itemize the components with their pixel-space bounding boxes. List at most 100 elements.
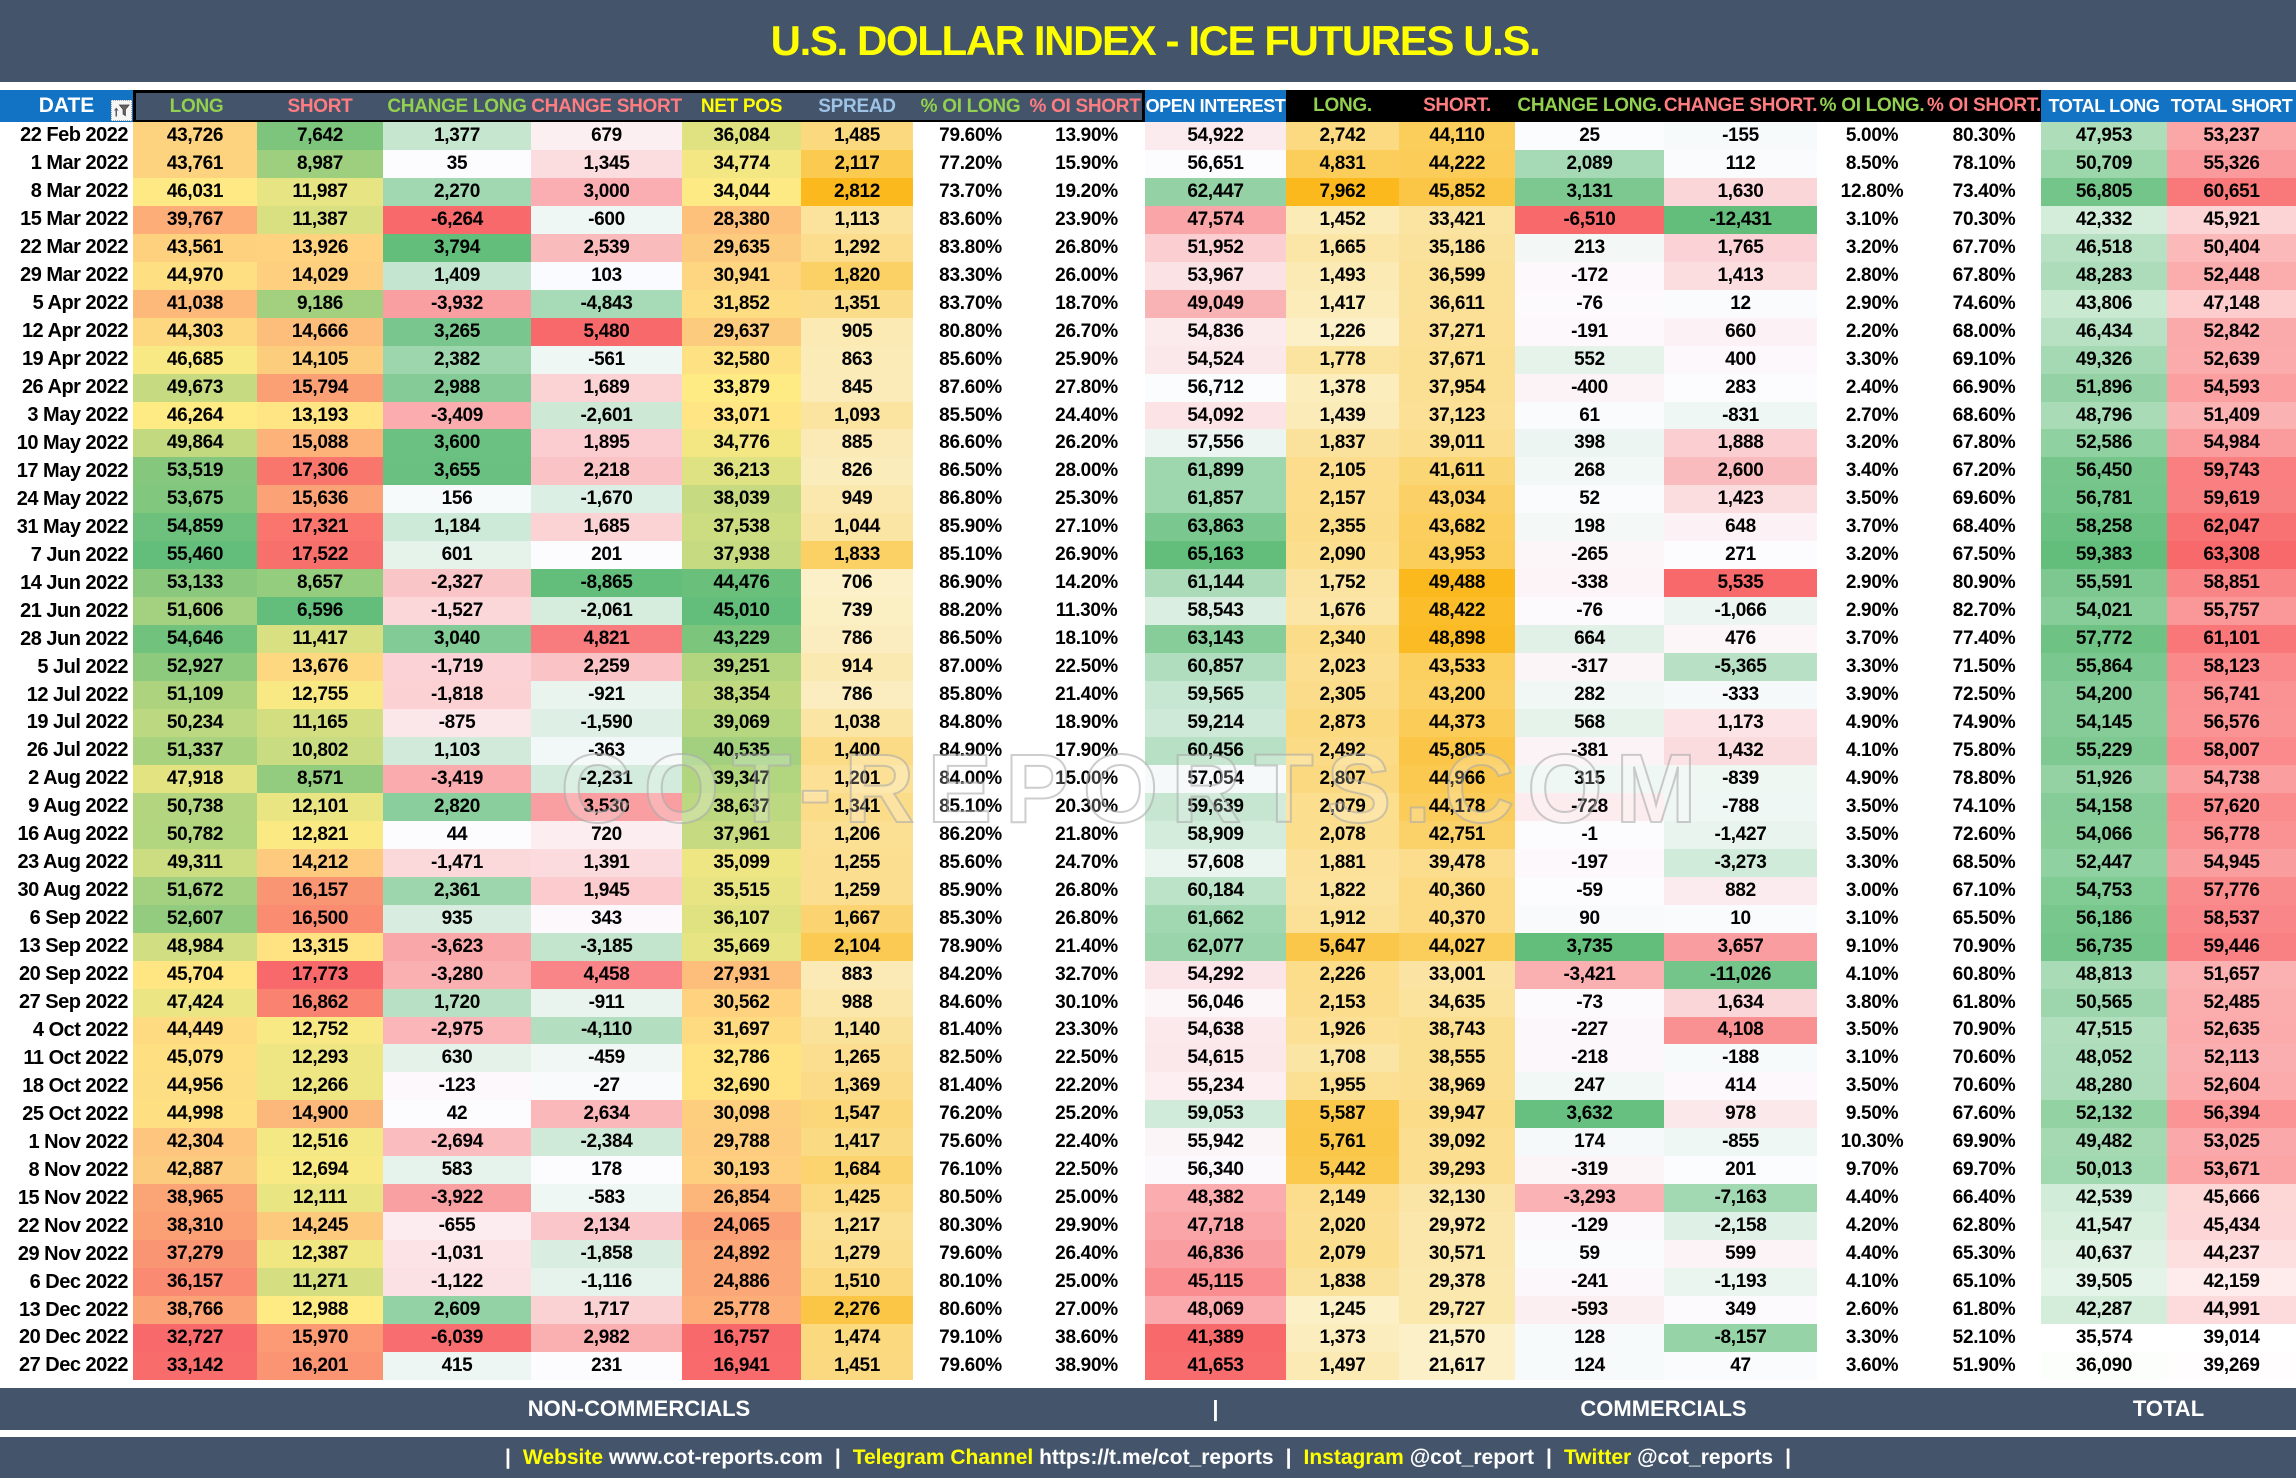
value-cell: 283: [1664, 373, 1817, 402]
value-cell: -317: [1515, 653, 1664, 682]
value-cell: -59: [1515, 876, 1664, 905]
value-cell: 4.20%: [1817, 1212, 1927, 1241]
value-cell: 41,611: [1399, 457, 1515, 486]
value-cell: 10.30%: [1817, 1128, 1927, 1157]
value-cell: 34,776: [682, 429, 801, 458]
value-cell: 56,712: [1145, 373, 1286, 402]
value-cell: 3.50%: [1817, 485, 1927, 514]
value-cell: 1,822: [1286, 876, 1399, 905]
value-cell: 2,104: [801, 932, 913, 961]
date-cell: 7 Jun 2022: [0, 541, 133, 570]
value-cell: 45,852: [1399, 177, 1515, 206]
value-cell: 1,685: [531, 513, 682, 542]
value-cell: 38.90%: [1028, 1351, 1145, 1380]
value-cell: 8,987: [257, 149, 383, 178]
value-cell: 39,014: [2167, 1323, 2296, 1352]
value-cell: 47,424: [133, 988, 257, 1017]
value-cell: -197: [1515, 848, 1664, 877]
value-cell: -2,327: [383, 569, 531, 598]
value-cell: 43,726: [133, 122, 257, 150]
footer-instagram-value: @cot_report: [1409, 1445, 1535, 1469]
value-cell: 1,279: [801, 1240, 913, 1269]
value-cell: 1,292: [801, 233, 913, 262]
value-cell: -4,843: [531, 289, 682, 318]
value-cell: 26.40%: [1028, 1240, 1145, 1269]
value-cell: 2,079: [1286, 792, 1399, 821]
column-header-label: SHORT.: [1423, 95, 1491, 116]
value-cell: 1,201: [801, 764, 913, 793]
value-cell: 2,873: [1286, 709, 1399, 737]
value-cell: -1: [1515, 820, 1664, 849]
value-cell: 26.20%: [1028, 429, 1145, 458]
value-cell: 37,938: [682, 541, 801, 570]
value-cell: 54,859: [133, 513, 257, 542]
value-cell: 4.90%: [1817, 764, 1927, 793]
value-cell: 3,655: [383, 457, 531, 486]
value-cell: -123: [383, 1072, 531, 1101]
value-cell: 35,515: [682, 876, 801, 905]
value-cell: 1,255: [801, 848, 913, 877]
value-cell: 40,370: [1399, 904, 1515, 933]
value-cell: 13,926: [257, 233, 383, 262]
value-cell: 679: [531, 122, 682, 150]
value-cell: 2,305: [1286, 681, 1399, 710]
value-cell: 30,941: [682, 261, 801, 290]
value-cell: 2.80%: [1817, 261, 1927, 290]
date-cell: 25 Oct 2022: [0, 1100, 133, 1129]
value-cell: 3.70%: [1817, 625, 1927, 654]
value-cell: 53,237: [2167, 122, 2296, 150]
value-cell: 52,132: [2041, 1100, 2167, 1129]
value-cell: -1,858: [531, 1240, 682, 1269]
value-cell: 46,836: [1145, 1240, 1286, 1269]
value-cell: 42,539: [2041, 1184, 2167, 1213]
value-cell: 44,303: [133, 317, 257, 346]
value-cell: 2,089: [1515, 149, 1664, 178]
column-header-label: DATE: [38, 94, 95, 117]
value-cell: 43,229: [682, 625, 801, 654]
value-cell: 1,409: [383, 261, 531, 290]
footer-separator: |: [834, 1445, 841, 1469]
value-cell: 3.40%: [1817, 457, 1927, 486]
value-cell: 48,422: [1399, 597, 1515, 626]
value-cell: 19.20%: [1028, 177, 1145, 206]
value-cell: 3.90%: [1817, 681, 1927, 710]
value-cell: 1,667: [801, 904, 913, 933]
value-cell: 3,632: [1515, 1100, 1664, 1129]
value-cell: 14,666: [257, 317, 383, 346]
value-cell: 1,265: [801, 1044, 913, 1073]
value-cell: 2,382: [383, 345, 531, 374]
value-cell: 43,761: [133, 149, 257, 178]
value-cell: 38,310: [133, 1212, 257, 1241]
column-header-label: SPREAD: [818, 95, 896, 117]
value-cell: 178: [531, 1156, 682, 1185]
value-cell: -3,185: [531, 932, 682, 961]
column-header-label: NET POS: [700, 95, 783, 117]
value-cell: 12,821: [257, 820, 383, 849]
value-cell: 79.60%: [913, 1240, 1028, 1269]
date-cell: 19 Apr 2022: [0, 345, 133, 374]
date-cell: 18 Oct 2022: [0, 1072, 133, 1101]
value-cell: 51,952: [1145, 233, 1286, 262]
value-cell: 35,186: [1399, 233, 1515, 262]
date-cell: 31 May 2022: [0, 513, 133, 542]
value-cell: 1,676: [1286, 597, 1399, 626]
value-cell: 2,218: [531, 457, 682, 486]
value-cell: 12,266: [257, 1072, 383, 1101]
value-cell: 56,651: [1145, 149, 1286, 178]
value-cell: 68.60%: [1927, 401, 2041, 430]
value-cell: 50,709: [2041, 149, 2167, 178]
value-cell: 3,131: [1515, 177, 1664, 206]
date-cell: 14 Jun 2022: [0, 569, 133, 598]
value-cell: -76: [1515, 289, 1664, 318]
value-cell: 3.50%: [1817, 1016, 1927, 1045]
date-cell: 12 Jul 2022: [0, 681, 133, 710]
date-filter-button[interactable]: [111, 100, 132, 121]
column-header-label: CHANGE SHORT: [531, 95, 682, 117]
value-cell: 26.00%: [1028, 261, 1145, 290]
value-cell: 25.90%: [1028, 345, 1145, 374]
value-cell: 40,360: [1399, 876, 1515, 905]
value-cell: 50,738: [133, 792, 257, 821]
value-cell: 36,084: [682, 122, 801, 150]
column-header-long: LONG.: [1286, 90, 1399, 122]
value-cell: 35,574: [2041, 1323, 2167, 1352]
